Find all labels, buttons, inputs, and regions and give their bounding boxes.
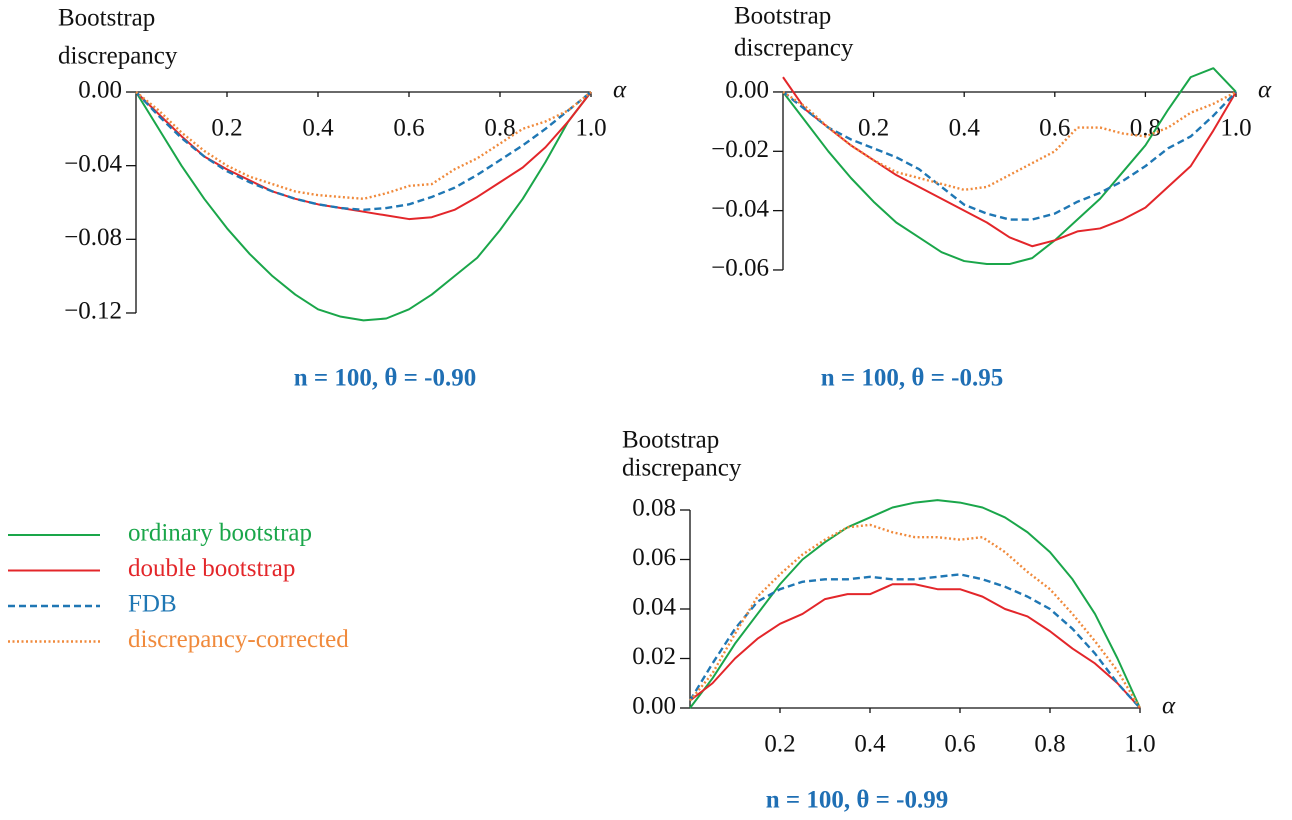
y-axis-label: discrepancy xyxy=(734,35,854,62)
panel-caption: n = 100, θ = -0.99 xyxy=(766,787,949,814)
y-tick-label: −0.12 xyxy=(64,298,122,325)
x-tick-label: 1.0 xyxy=(1220,115,1251,142)
y-tick-label: 0.08 xyxy=(632,495,676,522)
series-line xyxy=(782,90,1237,192)
series-line xyxy=(689,499,1141,709)
x-tick-label: 0.2 xyxy=(211,115,242,142)
y-axis-label: Bootstrap xyxy=(58,5,155,32)
series-line xyxy=(135,91,592,201)
series-line xyxy=(782,67,1237,266)
y-tick-label: −0.06 xyxy=(711,255,769,282)
legend-label: double bootstrap xyxy=(128,555,295,582)
panel-caption: n = 100, θ = -0.95 xyxy=(821,365,1004,392)
x-axis-label: α xyxy=(1162,693,1176,720)
y-tick-label: 0.04 xyxy=(632,594,676,621)
x-tick-label: 0.4 xyxy=(949,115,981,142)
series-line xyxy=(782,76,1237,248)
y-tick-label: 0.06 xyxy=(632,544,676,571)
series-line xyxy=(135,91,592,322)
series-line xyxy=(689,583,1141,709)
x-axis-label: α xyxy=(1258,77,1272,104)
x-axis-label: α xyxy=(613,77,627,104)
y-tick-label: −0.08 xyxy=(64,224,122,251)
x-tick-label: 0.6 xyxy=(393,115,424,142)
x-tick-label: 0.6 xyxy=(944,731,975,758)
x-tick-label: 1.0 xyxy=(575,115,606,142)
panel-caption: n = 100, θ = -0.90 xyxy=(294,365,477,392)
y-tick-label: −0.04 xyxy=(64,150,122,177)
x-tick-label: 0.2 xyxy=(858,115,889,142)
y-axis-label: discrepancy xyxy=(622,455,742,482)
y-tick-label: −0.04 xyxy=(711,195,769,222)
series-line xyxy=(135,91,592,212)
x-tick-label: 0.8 xyxy=(484,115,515,142)
x-tick-label: 0.8 xyxy=(1034,731,1065,758)
y-axis-label: discrepancy xyxy=(58,43,178,70)
series-line xyxy=(689,523,1142,709)
series-line xyxy=(782,91,1237,221)
x-tick-label: 0.4 xyxy=(854,731,886,758)
y-tick-label: 0.00 xyxy=(632,693,676,720)
y-tick-label: 0.00 xyxy=(725,77,769,104)
x-tick-label: 0.6 xyxy=(1039,115,1070,142)
y-tick-label: −0.02 xyxy=(711,136,769,163)
series-line xyxy=(688,573,1141,709)
x-tick-label: 1.0 xyxy=(1124,731,1155,758)
y-tick-label: 0.00 xyxy=(78,77,122,104)
x-tick-label: 0.2 xyxy=(764,731,795,758)
legend-label: FDB xyxy=(128,591,177,618)
y-axis-label: Bootstrap xyxy=(734,3,831,30)
y-axis-label: Bootstrap xyxy=(622,427,719,454)
legend-label: discrepancy-corrected xyxy=(128,626,349,653)
legend-label: ordinary bootstrap xyxy=(128,520,312,547)
x-tick-label: 0.4 xyxy=(302,115,334,142)
y-tick-label: 0.02 xyxy=(632,643,676,670)
